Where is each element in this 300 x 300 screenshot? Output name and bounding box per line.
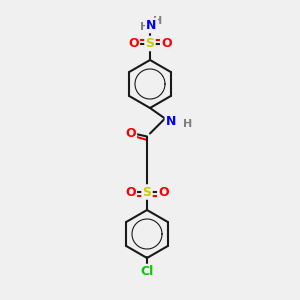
Text: H: H	[183, 119, 192, 130]
Text: Cl: Cl	[140, 265, 154, 278]
Text: S: S	[146, 37, 154, 50]
Text: O: O	[158, 185, 169, 199]
Text: O: O	[125, 185, 136, 199]
Text: H: H	[140, 22, 149, 32]
Text: O: O	[128, 37, 139, 50]
Text: O: O	[161, 37, 172, 50]
Text: N: N	[146, 19, 157, 32]
Text: N: N	[166, 115, 176, 128]
Text: O: O	[125, 127, 136, 140]
Text: H: H	[153, 16, 162, 26]
Text: S: S	[142, 185, 152, 199]
